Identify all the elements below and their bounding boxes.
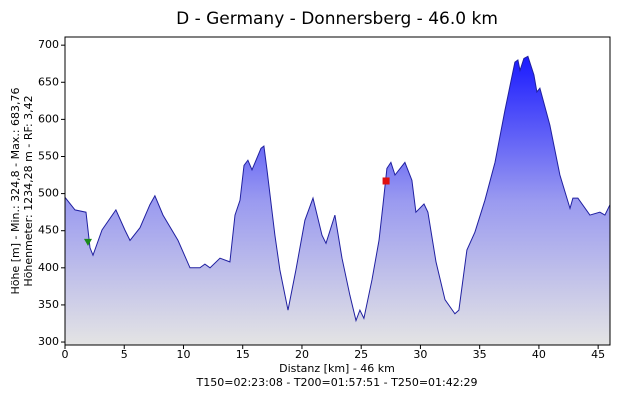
y-tick-label: 300 [38, 335, 59, 348]
x-tick-label: 25 [354, 348, 368, 361]
y-tick-label: 600 [38, 112, 59, 125]
x-axis-label: Distanz [km] - 46 km [279, 362, 395, 375]
start-marker [83, 238, 92, 246]
y-tick-label: 700 [38, 38, 59, 51]
elevation-line [64, 55, 611, 323]
y-axis-label: Höhenmeter: 1234,28 m - RF: 3,42 [22, 95, 35, 286]
x-tick-label: 35 [473, 348, 487, 361]
x-tick-label: 20 [295, 348, 309, 361]
y-tick-label: 550 [38, 149, 59, 162]
x-tick-label: 0 [62, 348, 69, 361]
subtitle: T150=02:23:08 - T200=01:57:51 - T250=01:… [196, 376, 478, 389]
x-tick-label: 40 [532, 348, 546, 361]
x-tick-label: 10 [176, 348, 190, 361]
position-marker [382, 177, 390, 185]
x-tick-label: 15 [236, 348, 250, 361]
x-tick-label: 5 [121, 348, 128, 361]
elevation-area [65, 56, 610, 346]
y-tick-label: 650 [38, 75, 59, 88]
y-tick-label: 450 [38, 224, 59, 237]
chart-title: D - Germany - Donnersberg - 46.0 km [176, 9, 498, 29]
y-tick-label: 350 [38, 298, 59, 311]
x-tick-label: 45 [591, 348, 605, 361]
y-tick-label: 400 [38, 261, 59, 274]
plot-frame [64, 36, 611, 346]
x-tick-label: 30 [413, 348, 427, 361]
y-axis-label: Höhe [m] - Min.: 324,8 - Max.: 683,76 [9, 87, 22, 294]
y-tick-label: 500 [38, 187, 59, 200]
